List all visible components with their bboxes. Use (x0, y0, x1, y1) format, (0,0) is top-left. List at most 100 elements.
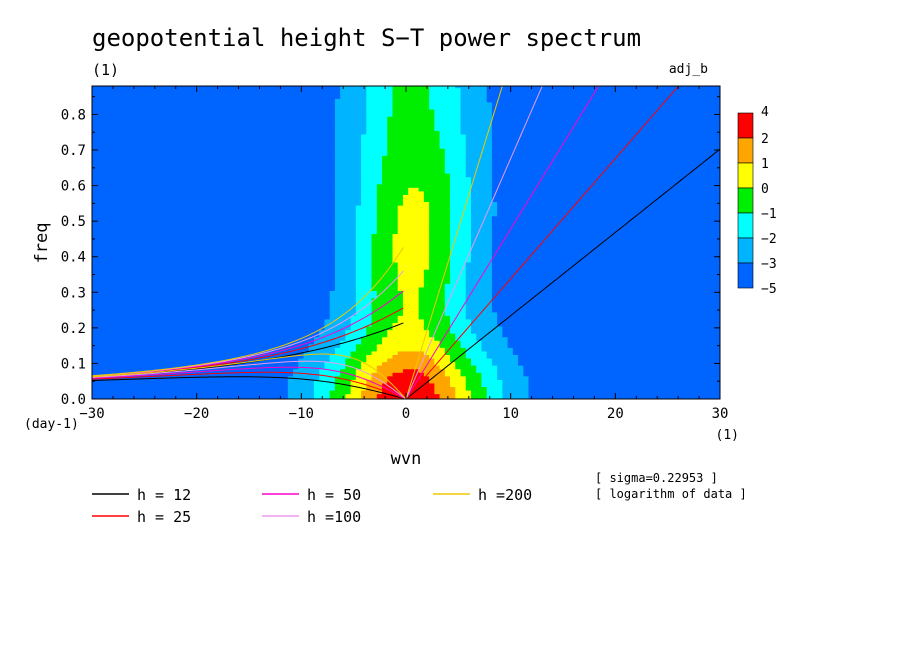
contour-cell (570, 304, 577, 309)
contour-cell (324, 343, 331, 348)
contour-cell (392, 290, 399, 295)
contour-cell (130, 300, 137, 306)
contour-cell (429, 279, 436, 284)
contour-cell (303, 389, 310, 395)
contour-cell (675, 318, 682, 323)
contour-cell (502, 261, 509, 267)
contour-cell (397, 286, 404, 291)
contour-cell (470, 375, 478, 380)
contour-cell (434, 354, 441, 359)
contour-cell (324, 368, 331, 373)
contour-cell (376, 254, 383, 259)
contour-cell (177, 318, 185, 323)
contour-cell (664, 261, 671, 267)
contour-cell (115, 279, 122, 284)
contour-cell (507, 382, 514, 387)
contour-cell (565, 325, 572, 331)
contour-cell (397, 314, 404, 320)
contour-cell (397, 354, 404, 359)
contour-cell (643, 254, 650, 259)
contour-cell (324, 350, 331, 355)
contour-cell (429, 378, 436, 384)
contour-cell (355, 382, 362, 387)
contour-cell (156, 293, 164, 299)
contour-cell (565, 286, 572, 291)
contour-cell (648, 258, 656, 263)
contour-cell (151, 290, 158, 295)
contour-cell (366, 350, 373, 355)
contour-cell (486, 371, 493, 377)
contour-cell (99, 265, 106, 270)
contour-cell (402, 322, 410, 327)
contour-cell (130, 368, 137, 373)
contour-cell (544, 336, 551, 341)
contour-cell (115, 364, 122, 370)
contour-cell (366, 364, 373, 370)
contour-cell (570, 279, 577, 284)
contour-cell (633, 382, 640, 387)
contour-cell (219, 382, 226, 387)
contour-cell (245, 307, 253, 313)
contour-cell (544, 265, 551, 270)
contour-cell (622, 261, 629, 267)
contour-cell (230, 396, 237, 399)
contour-cell (277, 361, 284, 366)
contour-cell (156, 307, 164, 313)
contour-cell (512, 307, 519, 313)
contour-cell (130, 258, 137, 263)
contour-cell (429, 307, 436, 313)
contour-cell (638, 346, 645, 352)
contour-cell (633, 343, 640, 348)
contour-cell (188, 396, 195, 399)
contour-cell (706, 354, 713, 359)
contour-cell (120, 350, 127, 355)
contour-cell (716, 368, 720, 373)
contour-cell (308, 314, 315, 320)
contour-cell (596, 268, 603, 274)
contour-cell (559, 368, 567, 373)
contour-cell (287, 368, 294, 373)
contour-cell (633, 368, 640, 373)
contour-cell (308, 393, 315, 398)
contour-cell (109, 272, 116, 277)
contour-cell (334, 389, 342, 395)
contour-cell (586, 293, 593, 299)
contour-cell (177, 346, 185, 352)
contour-cell (104, 258, 111, 263)
contour-cell (423, 300, 430, 306)
contour-cell (104, 364, 111, 370)
contour-cell (193, 297, 200, 302)
contour-cell (277, 336, 284, 341)
contour-cell (99, 332, 106, 338)
contour-cell (518, 364, 525, 370)
contour-cell (371, 290, 378, 295)
contour-cell (533, 368, 540, 373)
contour-cell (329, 354, 336, 359)
contour-cell (298, 293, 305, 299)
contour-cell (240, 300, 247, 306)
contour-cell (245, 279, 253, 284)
contour-cell (685, 258, 692, 263)
contour-cell (334, 318, 342, 323)
contour-cell (92, 293, 96, 299)
contour-cell (701, 290, 708, 295)
contour-cell (225, 265, 232, 270)
contour-cell (711, 389, 718, 395)
contour-cell (94, 357, 101, 363)
contour-cell (172, 297, 179, 302)
contour-cell (392, 350, 399, 355)
contour-cell (627, 304, 635, 309)
contour-cell (696, 272, 703, 277)
contour-cell (334, 371, 342, 377)
contour-cell (465, 304, 472, 309)
contour-cell (397, 279, 404, 284)
contour-cell (219, 279, 226, 284)
contour-cell (319, 336, 326, 341)
contour-cell (706, 286, 713, 291)
contour-cell (418, 307, 425, 313)
contour-cell (120, 343, 127, 348)
contour-cell (141, 304, 148, 309)
contour-cell (141, 254, 148, 259)
contour-cell (177, 268, 185, 274)
contour-cell (654, 386, 661, 391)
